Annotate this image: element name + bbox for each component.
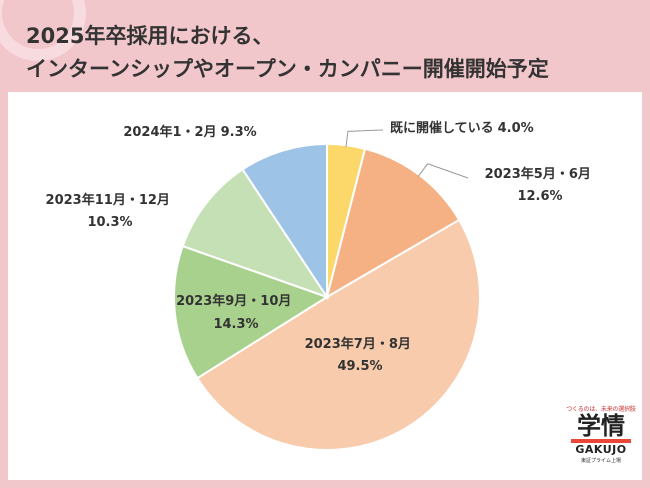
slice-label-already-held: 既に開催している 4.0% xyxy=(390,120,534,136)
logo-name: GAKUJO xyxy=(575,443,627,456)
leader-line-2023-may-jun xyxy=(417,163,469,179)
pie-slice-2024-jan-feb xyxy=(241,142,328,301)
title-line-2: インターンシップやオープン・カンパニー開催開始予定 xyxy=(26,57,549,81)
page-title: 2025年卒採用における、 インターンシップやオープン・カンパニー開催開始予定 xyxy=(26,20,549,86)
slice-label-2023-nov-dec: 2023年11月・12月 10.3% xyxy=(46,192,175,230)
logo-tagline: つくるのは、未来の選択肢 xyxy=(566,406,636,413)
slice-label-2023-sep-oct: 2023年9月・10月 14.3% xyxy=(176,293,296,332)
title-line-1: 2025年卒採用における、 xyxy=(26,24,274,48)
slice-label-2024-jan-feb: 2024年1・2月 9.3% xyxy=(123,124,256,140)
leader-lines xyxy=(345,129,469,179)
logo-main-mark: 学情 xyxy=(577,412,625,440)
pie-slices xyxy=(173,142,481,451)
pie-slice-2023-jul-aug xyxy=(195,218,481,451)
pie-slice-2023-nov-dec xyxy=(181,168,330,299)
slice-label-2023-jul-aug: 2023年7月・8月 49.5% xyxy=(305,336,416,374)
gakujo-logo: つくるのは、未来の選択肢 学情 GAKUJO 東証プライム上場 xyxy=(565,404,637,476)
slice-labels: 既に開催している 4.0% 2023年5月・6月 12.6% 2023年7月・8月… xyxy=(46,120,596,374)
leader-line-already-held xyxy=(345,129,384,148)
logo-sub: 東証プライム上場 xyxy=(581,458,621,464)
slice-label-2023-may-jun: 2023年5月・6月 12.6% xyxy=(485,166,596,204)
logo-red-bar xyxy=(571,439,631,443)
pie-slice-2023-sep-oct xyxy=(173,244,330,380)
